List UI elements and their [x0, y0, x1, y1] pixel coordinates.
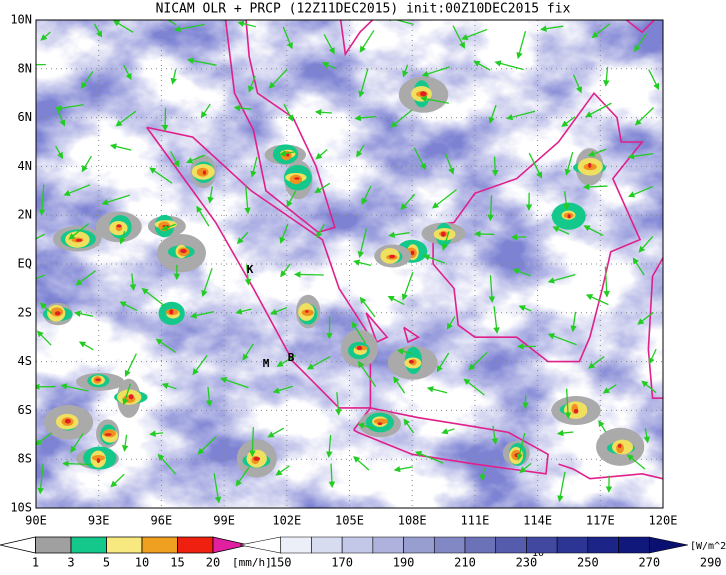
colorbar-swatch — [526, 537, 557, 553]
colorbar-swatch — [342, 537, 373, 553]
colorbar-label: 5 — [103, 556, 110, 570]
wind-vector — [495, 156, 496, 175]
precip-cell — [203, 170, 206, 174]
precip-cell — [180, 249, 186, 253]
title: NICAM OLR + PRCP (12Z11DEC2015) init:00Z… — [156, 2, 571, 17]
precip-cell — [389, 255, 395, 259]
precip-cell — [197, 168, 209, 177]
colorbar-swatch — [619, 537, 650, 553]
colorbar-swatch — [557, 537, 588, 553]
lat-label: 6S — [18, 403, 32, 417]
precip-cell — [420, 91, 427, 96]
colorbar-swatch — [496, 537, 527, 553]
precip-cell — [105, 433, 112, 436]
station-label: K — [247, 263, 254, 276]
colorbar-swatch — [142, 537, 178, 553]
colorbar-label: 1 — [32, 556, 39, 570]
colorbar-swatch — [465, 537, 496, 553]
colorbar-unit: [mm/h] — [232, 556, 272, 569]
lon-label: 93E — [88, 514, 110, 528]
colorbar-swatch — [107, 537, 143, 553]
lon-label: 105E — [335, 514, 364, 528]
wind-vector — [475, 234, 494, 235]
lat-label: 4N — [18, 159, 32, 173]
colorbar-swatch — [240, 537, 281, 553]
lon-label: 117E — [586, 514, 615, 528]
lat-label: 10N — [10, 13, 32, 27]
precip-cell — [305, 310, 308, 313]
colorbar-label: 150 — [270, 556, 292, 570]
precip-cell — [588, 163, 591, 168]
colorbar-swatch — [281, 537, 312, 553]
precip-cell — [441, 232, 446, 237]
lat-label: 2S — [18, 305, 32, 319]
wind-vector — [165, 108, 166, 130]
wind-vector — [525, 395, 526, 408]
colorbar-label: 270 — [638, 556, 660, 570]
precip-cell — [129, 394, 134, 399]
lat-label: 8N — [18, 61, 32, 75]
lon-label: 120E — [649, 514, 678, 528]
colorbar-swatch — [649, 537, 688, 553]
lon-label: 102E — [272, 514, 301, 528]
precip-cell — [65, 419, 71, 424]
colorbar-label: 10 — [135, 556, 149, 570]
precip-cell — [409, 360, 414, 364]
wind-vector — [295, 274, 324, 275]
colorbar-label: 15 — [170, 556, 184, 570]
colorbar-swatch — [404, 537, 435, 553]
precip-cell — [97, 458, 101, 463]
colorbar-swatch — [71, 537, 107, 553]
precip-cell — [95, 378, 101, 381]
colorbar-swatch — [434, 537, 465, 553]
colorbar-swatch — [373, 537, 404, 553]
precip-cell — [574, 409, 578, 414]
precip-cell — [76, 239, 83, 242]
colorbar-unit: [W/m^2] — [690, 541, 726, 552]
precip-colorbar: 1 3 5 10 15 20 [mm/h] — [0, 537, 272, 570]
lat-label: 6N — [18, 110, 32, 124]
colorbar-label: 210 — [454, 556, 476, 570]
colorbar-label: 170 — [331, 556, 353, 570]
precip-cell — [378, 422, 383, 425]
precip-cell — [568, 214, 571, 218]
lon-label: 108E — [398, 514, 427, 528]
lon-label: 90E — [25, 514, 47, 528]
precip-cell — [55, 311, 61, 315]
colorbar-label: 20 — [206, 556, 220, 570]
lat-label: 8S — [18, 452, 32, 466]
lon-label: 114E — [523, 514, 552, 528]
lon-label: 99E — [213, 514, 235, 528]
precip-cell — [253, 457, 260, 461]
precip-cell — [294, 177, 300, 179]
lat-label: 10S — [10, 501, 32, 515]
colorbar-swatch — [178, 537, 214, 553]
map-area — [22, 0, 674, 508]
lat-label: 4S — [18, 354, 32, 368]
precip-cell — [169, 309, 173, 314]
colorbar-label: 290 — [700, 556, 722, 570]
precip-cell — [117, 224, 122, 227]
colorbar-swatch — [36, 537, 72, 553]
lon-label: 96E — [151, 514, 173, 528]
lat-label: 2N — [18, 208, 32, 222]
station-label: B — [288, 351, 295, 364]
colorbar-label: 190 — [393, 556, 415, 570]
colorbar-label: 250 — [577, 556, 599, 570]
olr-field — [36, 20, 663, 508]
precip-cell — [411, 251, 415, 256]
colorbar-label: 3 — [67, 556, 74, 570]
precip-cell — [357, 346, 362, 350]
colorbar-label: 230 — [516, 556, 538, 570]
colorbar-swatch — [311, 537, 342, 553]
station-label: M — [263, 357, 270, 370]
colorbar-swatch — [588, 537, 619, 553]
lon-label: 111E — [460, 514, 489, 528]
olr-colorbar: 150 170 190 210 230 250 270 290 [W/m^2] — [240, 537, 726, 570]
precip-cell — [618, 444, 622, 448]
colorbar-swatch — [0, 537, 36, 553]
lat-label: EQ — [18, 257, 32, 271]
